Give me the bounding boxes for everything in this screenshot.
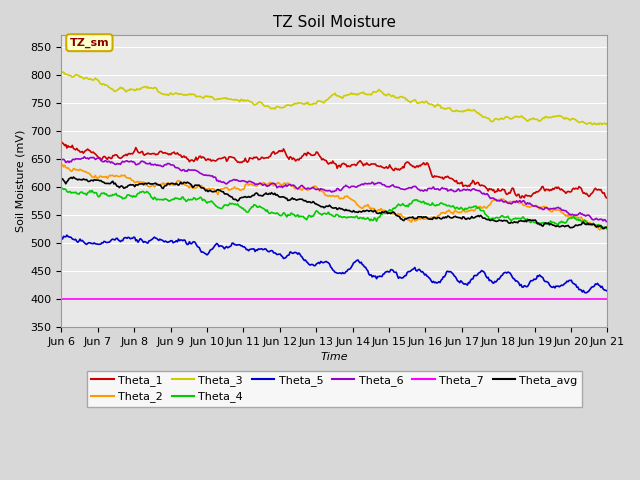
X-axis label: Time: Time: [321, 352, 348, 362]
Text: TZ_sm: TZ_sm: [70, 37, 109, 48]
Title: TZ Soil Moisture: TZ Soil Moisture: [273, 15, 396, 30]
Legend: Theta_1, Theta_2, Theta_3, Theta_4, Theta_5, Theta_6, Theta_7, Theta_avg: Theta_1, Theta_2, Theta_3, Theta_4, Thet…: [87, 371, 582, 407]
Y-axis label: Soil Moisture (mV): Soil Moisture (mV): [15, 130, 25, 232]
